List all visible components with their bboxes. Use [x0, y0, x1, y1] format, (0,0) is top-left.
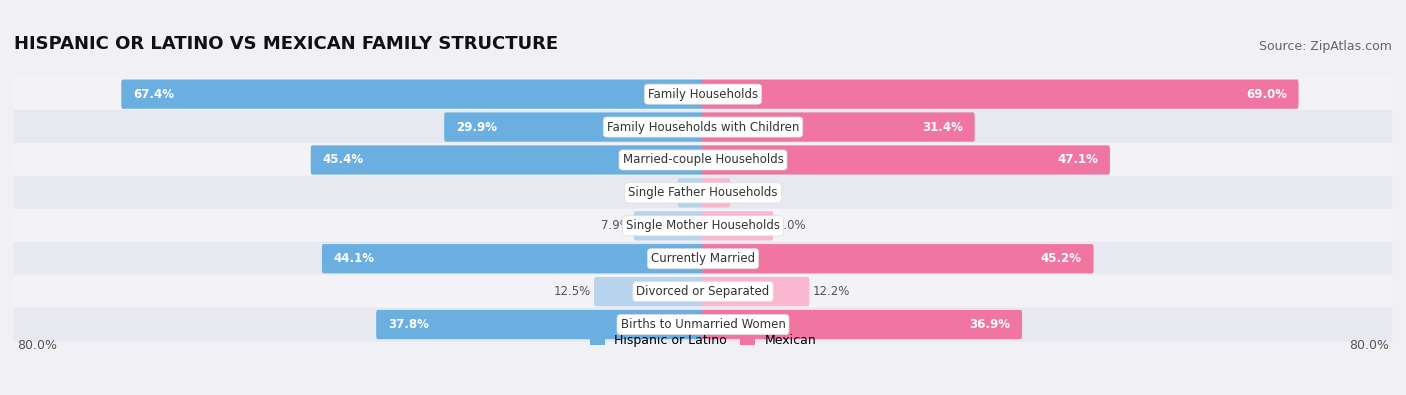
Text: 3.0%: 3.0% — [733, 186, 763, 199]
Text: Family Households: Family Households — [648, 88, 758, 101]
FancyBboxPatch shape — [14, 242, 1392, 276]
Text: 12.5%: 12.5% — [554, 285, 591, 298]
FancyBboxPatch shape — [311, 145, 704, 175]
Text: Single Father Households: Single Father Households — [628, 186, 778, 199]
FancyBboxPatch shape — [702, 310, 1022, 339]
FancyBboxPatch shape — [678, 178, 704, 207]
FancyBboxPatch shape — [444, 113, 704, 142]
Text: 31.4%: 31.4% — [922, 120, 963, 134]
Text: 69.0%: 69.0% — [1246, 88, 1286, 101]
FancyBboxPatch shape — [377, 310, 704, 339]
FancyBboxPatch shape — [14, 77, 1392, 111]
FancyBboxPatch shape — [14, 275, 1392, 309]
Text: Married-couple Households: Married-couple Households — [623, 154, 783, 166]
Text: 12.2%: 12.2% — [813, 285, 849, 298]
FancyBboxPatch shape — [14, 307, 1392, 342]
FancyBboxPatch shape — [14, 143, 1392, 177]
FancyBboxPatch shape — [14, 209, 1392, 243]
FancyBboxPatch shape — [702, 244, 1094, 273]
Text: 45.4%: 45.4% — [322, 154, 364, 166]
FancyBboxPatch shape — [14, 110, 1392, 144]
Text: Births to Unmarried Women: Births to Unmarried Women — [620, 318, 786, 331]
Text: Single Mother Households: Single Mother Households — [626, 219, 780, 232]
Text: 2.8%: 2.8% — [645, 186, 675, 199]
Text: 67.4%: 67.4% — [134, 88, 174, 101]
Text: Source: ZipAtlas.com: Source: ZipAtlas.com — [1258, 40, 1392, 53]
Text: 45.2%: 45.2% — [1040, 252, 1083, 265]
Text: 29.9%: 29.9% — [456, 120, 496, 134]
Text: 80.0%: 80.0% — [1350, 339, 1389, 352]
FancyBboxPatch shape — [595, 277, 704, 306]
Text: 7.9%: 7.9% — [600, 219, 631, 232]
Text: 36.9%: 36.9% — [970, 318, 1011, 331]
FancyBboxPatch shape — [702, 145, 1109, 175]
FancyBboxPatch shape — [702, 178, 730, 207]
Text: 8.0%: 8.0% — [776, 219, 806, 232]
Text: HISPANIC OR LATINO VS MEXICAN FAMILY STRUCTURE: HISPANIC OR LATINO VS MEXICAN FAMILY STR… — [14, 35, 558, 53]
FancyBboxPatch shape — [702, 277, 810, 306]
FancyBboxPatch shape — [702, 211, 773, 241]
Text: 80.0%: 80.0% — [17, 339, 56, 352]
FancyBboxPatch shape — [702, 79, 1299, 109]
Text: 37.8%: 37.8% — [388, 318, 429, 331]
Text: Currently Married: Currently Married — [651, 252, 755, 265]
Text: 47.1%: 47.1% — [1057, 154, 1098, 166]
FancyBboxPatch shape — [634, 211, 704, 241]
FancyBboxPatch shape — [14, 176, 1392, 210]
Text: 44.1%: 44.1% — [333, 252, 374, 265]
Text: Family Households with Children: Family Households with Children — [607, 120, 799, 134]
FancyBboxPatch shape — [702, 113, 974, 142]
Legend: Hispanic or Latino, Mexican: Hispanic or Latino, Mexican — [589, 334, 817, 347]
Text: Divorced or Separated: Divorced or Separated — [637, 285, 769, 298]
FancyBboxPatch shape — [121, 79, 704, 109]
FancyBboxPatch shape — [322, 244, 704, 273]
